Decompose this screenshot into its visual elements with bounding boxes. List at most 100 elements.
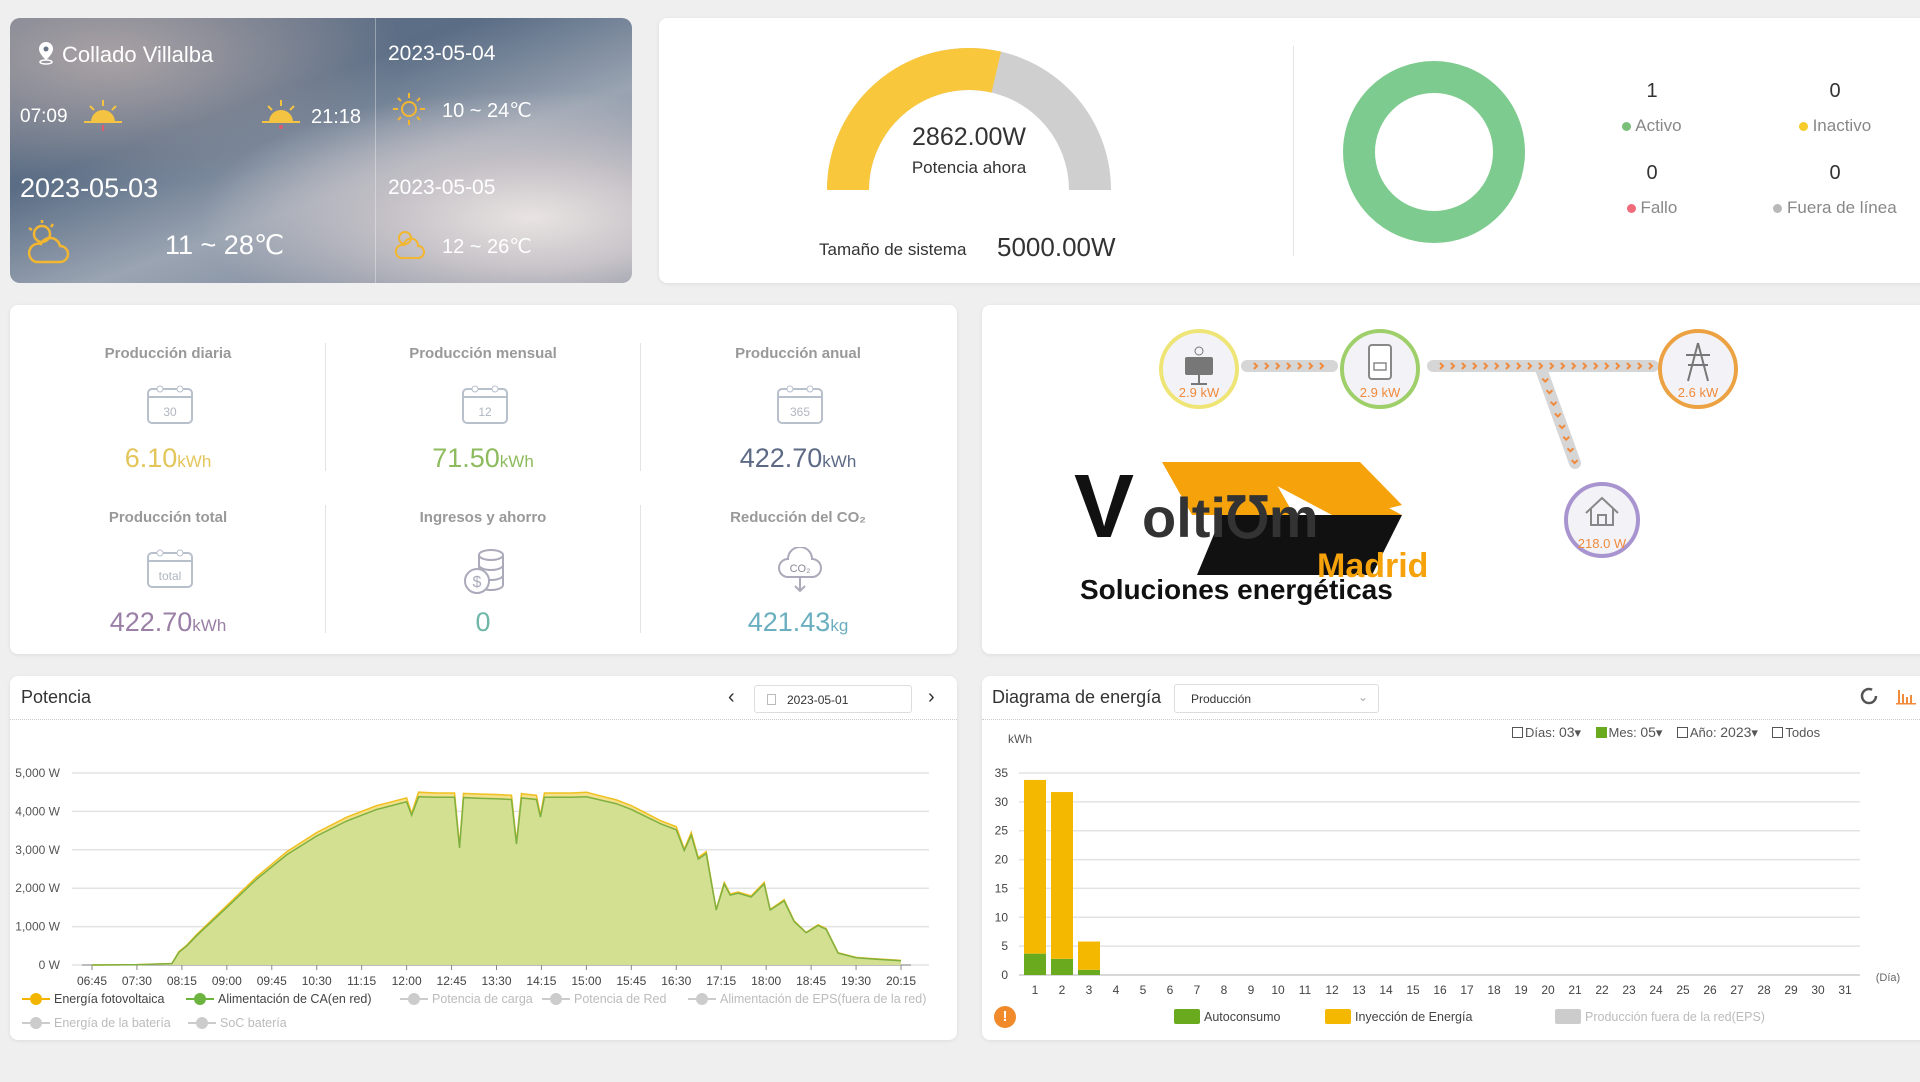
legend-item[interactable]: Autoconsumo (1174, 1009, 1280, 1024)
all-filter[interactable]: Todos (1772, 725, 1820, 740)
date-filters: Días: 03▾ Mes: 05▾ Año: 2023▾ Todos (1512, 724, 1820, 741)
legend-item[interactable]: Energía fotovoltaica (22, 992, 165, 1006)
co2-cloud-icon: CO₂ (776, 546, 824, 593)
x-tick-label: 19:30 (841, 974, 871, 988)
system-size-label: Tamaño de sistema (819, 240, 967, 259)
bar-self-consumption-day-2 (1051, 958, 1073, 975)
x-tick-label: 21 (1568, 983, 1582, 997)
x-tick-label: 8 (1221, 983, 1228, 997)
legend-item[interactable]: Energía de la batería (22, 1016, 171, 1030)
x-tick-label: 23 (1622, 983, 1636, 997)
inverter-node[interactable]: 2.9 kW (1340, 329, 1420, 409)
date-value: 2023-05-01 (787, 693, 849, 707)
y-tick-label: 20 (995, 853, 1009, 867)
x-tick-label: 09:45 (257, 974, 287, 988)
home-node[interactable]: 218.0 W (1564, 482, 1640, 558)
power-tower-icon (1686, 342, 1710, 382)
x-tick-label: 13 (1352, 983, 1366, 997)
forecast-temp-2: 12 ~ 26℃ (442, 236, 532, 258)
x-tick-label: 14 (1379, 983, 1393, 997)
power-status-card: 2862.00W Potencia ahora Tamaño de sistem… (659, 18, 1920, 283)
stat-value: 6.10kWh (124, 443, 212, 473)
x-tick-label: 4 (1113, 983, 1120, 997)
weather-location: Collado Villalba (62, 42, 214, 67)
offline-dot (1773, 204, 1783, 213)
x-tick-label: 18 (1487, 983, 1501, 997)
legend-item[interactable]: Inyección de Energía (1325, 1009, 1472, 1024)
x-tick-label: 12:45 (437, 974, 467, 988)
x-tick-label: 1 (1032, 983, 1039, 997)
bar-chart-icon[interactable] (1896, 686, 1916, 706)
divider (1293, 46, 1294, 256)
stat-value: 0 (475, 607, 491, 637)
inactive-count: 0 (1829, 80, 1841, 102)
power-area-chart: 0 W 1,000 W 2,000 W 3,000 W 4,000 W 5,000 W 06… (15, 766, 929, 988)
x-tick-label: 5 (1140, 983, 1147, 997)
stat-label: Producción mensual (409, 345, 557, 362)
pv-power: 2.9 kW (1179, 385, 1220, 400)
legend-item[interactable]: SoC batería (188, 1016, 287, 1030)
stat-label: Producción anual (735, 345, 861, 362)
bar-injection-day-3 (1078, 941, 1100, 970)
x-tick-label: 08:15 (167, 974, 197, 988)
home-power: 218.0 W (1578, 536, 1627, 551)
y-tick-label: 4,000 W (15, 804, 60, 818)
stat-value: 422.70kWh (109, 607, 227, 637)
forecast-date-1: 2023-05-04 (388, 42, 496, 65)
power-chart-title: Potencia (21, 687, 92, 707)
inverter-icon (1368, 344, 1392, 380)
offline-count: 0 (1829, 162, 1841, 184)
x-tick-label: 19 (1514, 983, 1528, 997)
warning-icon[interactable]: ! (994, 1006, 1016, 1028)
y-tick-label: 15 (995, 881, 1009, 895)
bar-self-consumption-day-3 (1078, 969, 1100, 975)
previous-day-button[interactable]: ‹ (728, 686, 735, 708)
gauge-fill (827, 48, 1002, 191)
x-tick-label: 28 (1757, 983, 1771, 997)
offline-label: Fuera de línea (1745, 198, 1920, 218)
legend-item[interactable]: Alimentación de CA(en red) (186, 992, 372, 1006)
legend-item[interactable]: Alimentación de EPS(fuera de la red) (688, 992, 926, 1006)
days-filter[interactable]: Días: 03▾ (1512, 724, 1581, 740)
power-gauge (827, 48, 1111, 191)
x-tick-label: 10:30 (302, 974, 332, 988)
legend-item[interactable]: Potencia de Red (542, 992, 666, 1006)
forecast-temp-1: 10 ~ 24℃ (442, 100, 532, 122)
y-tick-label: 5,000 W (15, 766, 60, 780)
system-size-value: 5000.00W (997, 232, 1116, 262)
voltium-logo: V olti℧m Madrid Soluciones energéticas (1074, 457, 1428, 605)
house-icon (1585, 496, 1619, 526)
legend-item[interactable]: Producción fuera de la red(EPS) (1555, 1009, 1765, 1024)
partly-cloudy-icon (394, 231, 425, 259)
energy-type-select[interactable]: Producción ⌄ (1174, 684, 1379, 713)
fault-count: 0 (1646, 162, 1658, 184)
month-filter[interactable]: Mes: 05▾ (1595, 724, 1662, 740)
svg-text:CO₂: CO₂ (790, 563, 811, 575)
current-power: 2862.00W (912, 123, 1026, 151)
legend-item[interactable]: Potencia de carga (400, 992, 533, 1006)
y-tick-label: 2,000 W (15, 881, 60, 895)
calendar-icon: 30 (146, 383, 194, 425)
pv-node[interactable]: 2.9 kW (1159, 329, 1239, 409)
calendar-icon: total (146, 547, 194, 589)
x-tick-label: 11:15 (347, 974, 376, 988)
next-day-button[interactable]: › (928, 686, 935, 708)
date-picker[interactable]: 2023-05-01 (754, 685, 912, 713)
coins-icon: $ (461, 547, 509, 594)
x-tick-label: 14:15 (526, 974, 556, 988)
x-tick-label: 20:15 (886, 974, 916, 988)
x-tick-label: 17:15 (706, 974, 736, 988)
x-tick-label: 15 (1406, 983, 1420, 997)
active-dot (1622, 122, 1632, 131)
year-filter[interactable]: Año: 2023▾ (1676, 724, 1758, 740)
refresh-icon[interactable] (1859, 686, 1879, 706)
x-tick-label: 15:45 (616, 974, 646, 988)
fault-label: Fallo (1592, 198, 1712, 218)
x-tick-label: 20 (1541, 983, 1555, 997)
stat-label: Ingresos y ahorro (419, 509, 547, 526)
x-tick-label: 12 (1325, 983, 1339, 997)
fault-dot (1626, 204, 1636, 213)
grid-node[interactable]: 2.6 kW (1658, 329, 1738, 409)
stat-label: Reducción del CO₂ (730, 509, 866, 526)
